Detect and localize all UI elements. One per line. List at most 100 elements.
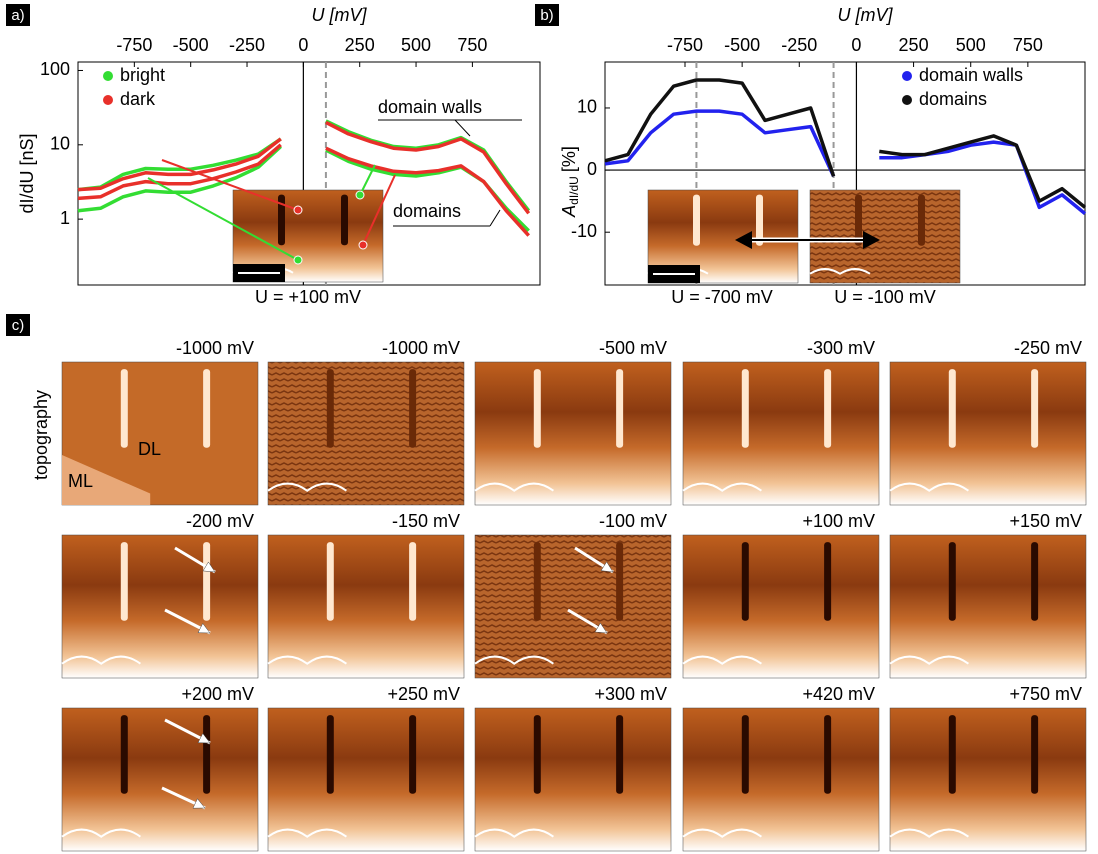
- domain-wall: [326, 715, 334, 794]
- legend-label: domains: [919, 89, 987, 109]
- x-tick-label: 750: [457, 35, 487, 55]
- image-label: +200 mV: [181, 684, 254, 704]
- domain-wall: [693, 194, 700, 246]
- stm-image: [682, 707, 880, 852]
- stm-image: [267, 361, 465, 506]
- x-tick-label: -500: [173, 35, 209, 55]
- y-tick-label: -10: [571, 221, 597, 241]
- x-tick-label: 250: [899, 35, 929, 55]
- y-label-unit: [%]: [559, 146, 579, 172]
- domain-wall: [409, 369, 417, 448]
- domain-wall: [1031, 369, 1039, 448]
- image-label: +100 mV: [802, 511, 875, 531]
- domain-wall: [278, 194, 285, 246]
- legend-label: dark: [120, 89, 156, 109]
- substrate-edge: [889, 482, 969, 492]
- inset-label: U = +100 mV: [255, 287, 361, 307]
- stm-image: [889, 707, 1087, 852]
- plot-frame: [77, 61, 541, 286]
- substrate-edge: [474, 482, 554, 492]
- domain-wall: [824, 369, 832, 448]
- y-tick-label: 10: [50, 134, 70, 154]
- domain-wall: [341, 194, 348, 246]
- domain-wall: [409, 715, 417, 794]
- x-tick-label: 250: [345, 35, 375, 55]
- x-tick-label: -750: [116, 35, 152, 55]
- legend-label: domain walls: [919, 65, 1023, 85]
- stm-image: [61, 707, 259, 852]
- inset-connector: [362, 174, 396, 246]
- stm-image: [682, 361, 880, 506]
- data-line: [604, 78, 1087, 209]
- x-tick-label: -250: [229, 35, 265, 55]
- image-label: -1000 mV: [382, 338, 460, 358]
- arrow-head: [594, 622, 608, 634]
- domain-wall: [741, 715, 749, 794]
- stm-image: [809, 189, 961, 284]
- curve-label-leader: [489, 209, 501, 227]
- plot-frame: [604, 61, 1086, 286]
- substrate-edge: [474, 655, 554, 665]
- x-tick-label: -250: [781, 35, 817, 55]
- stm-image: [474, 534, 672, 679]
- domain-wall: [616, 542, 624, 621]
- substrate-edge: [809, 268, 871, 275]
- substrate-edge: [474, 828, 554, 838]
- y-tick-label: 100: [40, 59, 70, 79]
- x-tick-label: -750: [667, 35, 703, 55]
- x-axis-label: U [mV]: [311, 5, 367, 25]
- legend-marker: [902, 95, 912, 105]
- inset-point: [355, 190, 365, 200]
- domain-wall: [1031, 542, 1039, 621]
- domain-wall: [533, 715, 541, 794]
- substrate-edge: [682, 655, 762, 665]
- domain-wall: [756, 194, 763, 246]
- legend-marker: [103, 71, 113, 81]
- arrow-head: [202, 561, 216, 573]
- image-annotation: DL: [138, 439, 161, 459]
- stm-image: [267, 707, 465, 852]
- y-axis-label: dI/dU [nS]: [17, 133, 37, 213]
- image-label: +250 mV: [387, 684, 460, 704]
- inset-connector: [147, 177, 299, 261]
- x-tick-label: 0: [851, 35, 861, 55]
- arrow-head: [192, 798, 206, 809]
- stm-image: [474, 707, 672, 852]
- inset-point: [293, 205, 303, 215]
- panel-tag: a): [11, 7, 24, 24]
- legend-marker: [103, 95, 113, 105]
- panel-tag-bg: [6, 4, 30, 26]
- image-label: +150 mV: [1009, 511, 1082, 531]
- domain-wall: [533, 542, 541, 621]
- curve-label: domain walls: [378, 97, 482, 117]
- y-label-sub: dI/dU: [567, 176, 581, 205]
- arrow-head: [197, 622, 211, 634]
- inset-connector: [359, 164, 376, 196]
- domain-wall: [741, 542, 749, 621]
- y-tick-label: 0: [587, 159, 597, 179]
- domain-wall: [918, 194, 925, 246]
- image-label: -100 mV: [599, 511, 667, 531]
- curve-label: domains: [393, 201, 461, 221]
- stm-image: [889, 361, 1087, 506]
- stm-image: [682, 534, 880, 679]
- image-label: -500 mV: [599, 338, 667, 358]
- image-label: +300 mV: [594, 684, 667, 704]
- x-tick-label: 500: [401, 35, 431, 55]
- image-label: +420 mV: [802, 684, 875, 704]
- domain-wall: [616, 715, 624, 794]
- stm-image: [474, 361, 672, 506]
- domain-wall: [409, 542, 417, 621]
- image-label: -1000 mV: [176, 338, 254, 358]
- x-axis-label: U [mV]: [837, 5, 893, 25]
- substrate-edge: [682, 828, 762, 838]
- domain-wall: [326, 542, 334, 621]
- arrow-head: [735, 231, 752, 249]
- substrate-edge: [267, 828, 347, 838]
- domain-wall: [948, 369, 956, 448]
- arrow-head: [863, 231, 880, 249]
- x-tick-label: 0: [298, 35, 308, 55]
- domain-wall: [824, 542, 832, 621]
- panel-tag-bg: [535, 4, 559, 26]
- figure-body: a) U [mV]-750 -500 -250 0 250 500 750110100dI/d…: [6, 4, 1087, 852]
